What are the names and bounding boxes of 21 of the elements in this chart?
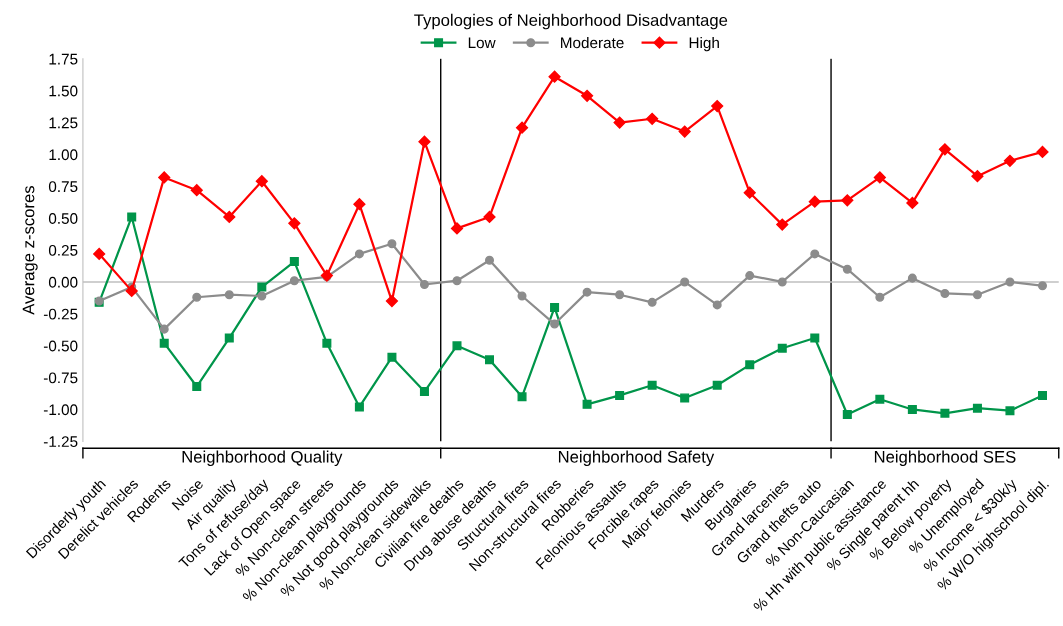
text: Neighborhood Safety: [558, 450, 715, 467]
legend-label: Low: [468, 37, 496, 49]
legend-title: Typologies of Neighborhood Disadvantage: [414, 13, 728, 30]
y-tick-label: 0.25: [48, 244, 78, 256]
y-tick-label: 0.50: [48, 213, 78, 224]
text: Neighborhood SES: [874, 450, 1016, 467]
text: Neighborhood Quality: [182, 450, 343, 467]
legend-label: Moderate: [561, 36, 624, 49]
y-tick-label: -0.75: [43, 372, 78, 384]
y-tick-label: 1.25: [49, 117, 78, 129]
y-tick-label: -1.00: [43, 404, 78, 416]
y-tick-label: 0.75: [48, 181, 78, 193]
legend-label: High: [689, 36, 719, 52]
y-tick-label: -0.25: [43, 308, 78, 320]
y-tick-label: 1.75: [49, 53, 78, 65]
y-tick-label: 1.00: [49, 149, 78, 161]
y-tick-label: 0.00: [48, 276, 78, 288]
y-tick-label: 1.50: [49, 85, 78, 97]
y-axis-title: Average z-scores: [22, 185, 38, 315]
y-tick-label: -1.25: [43, 436, 78, 448]
y-tick-label: -0.50: [43, 340, 78, 352]
